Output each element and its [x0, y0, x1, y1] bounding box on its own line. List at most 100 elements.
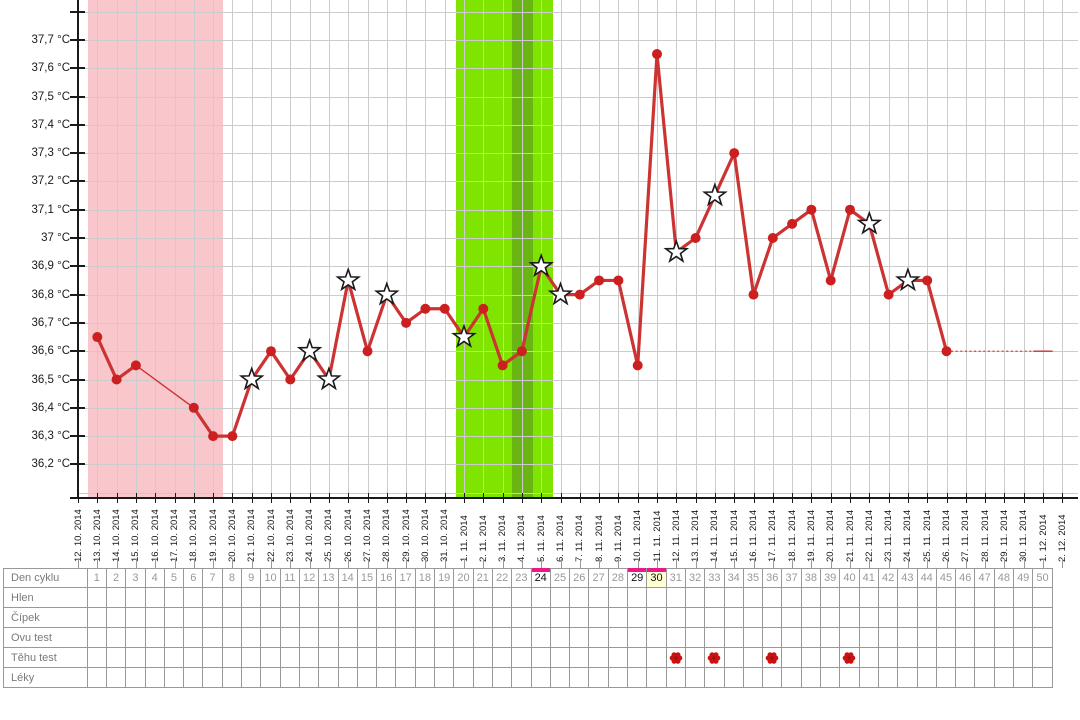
cycle-table-cell-r4-d38[interactable]	[801, 648, 822, 668]
cycle-table-cell-r0-d18[interactable]: 18	[415, 568, 436, 588]
cycle-table-cell-r5-d3[interactable]	[126, 668, 146, 688]
cycle-table-cell-r2-d24[interactable]	[531, 608, 551, 628]
cycle-table-cell-r5-d10[interactable]	[261, 668, 281, 688]
cycle-table-cell-r2-d36[interactable]	[763, 608, 783, 628]
cycle-table-cell-r1-d17[interactable]	[396, 588, 416, 608]
cycle-table-cell-r3-d17[interactable]	[396, 628, 416, 648]
star-marker-day-16[interactable]	[374, 281, 400, 306]
cycle-table-cell-r4-d35[interactable]	[743, 648, 764, 668]
cycle-table-cell-r4-d45[interactable]	[936, 648, 957, 668]
cycle-table-cell-r1-d13[interactable]	[319, 588, 339, 608]
cycle-table-cell-r0-d40[interactable]: 40	[840, 568, 860, 588]
cycle-table-cell-r4-d14[interactable]	[338, 648, 358, 668]
cycle-table-cell-r5-d35[interactable]	[743, 668, 764, 688]
cycle-table-cell-r5-d1[interactable]	[87, 668, 107, 688]
cycle-table-cell-r5-d18[interactable]	[415, 668, 436, 688]
cycle-table-cell-r4-d1[interactable]	[87, 648, 107, 668]
cycle-table-cell-r2-d46[interactable]	[956, 608, 976, 628]
cycle-table-cell-r0-d42[interactable]: 42	[878, 568, 899, 588]
cycle-table-cell-r2-d6[interactable]	[184, 608, 204, 628]
cycle-table-cell-r4-d36[interactable]	[763, 648, 783, 668]
temp-point-day-28[interactable]	[613, 275, 624, 286]
cycle-table-cell-r0-d50[interactable]: 50	[1033, 568, 1053, 588]
cycle-table-cell-r3-d37[interactable]	[782, 628, 802, 648]
cycle-table-cell-r4-d25[interactable]	[550, 648, 571, 668]
cycle-table-cell-r2-d15[interactable]	[357, 608, 378, 628]
cycle-table-cell-r2-d38[interactable]	[801, 608, 822, 628]
cycle-table-cell-r0-d8[interactable]: 8	[222, 568, 243, 588]
star-marker-day-33[interactable]	[702, 182, 728, 207]
temp-point-day-15[interactable]	[362, 346, 373, 357]
cycle-table-cell-r1-d18[interactable]	[415, 588, 436, 608]
cycle-table-cell-r2-d11[interactable]	[280, 608, 300, 628]
cycle-table-cell-r1-d40[interactable]	[840, 588, 860, 608]
cycle-table-cell-r3-d5[interactable]	[164, 628, 185, 648]
cycle-table-cell-r2-d40[interactable]	[840, 608, 860, 628]
cycle-table-cell-r0-d13[interactable]: 13	[319, 568, 339, 588]
cycle-table-cell-r4-d19[interactable]	[435, 648, 455, 668]
cycle-table-cell-r4-d24[interactable]	[531, 648, 551, 668]
cycle-table-cell-r2-d33[interactable]	[705, 608, 725, 628]
cycle-table-cell-r2-d44[interactable]	[917, 608, 937, 628]
cycle-table-cell-r0-d5[interactable]: 5	[164, 568, 185, 588]
cycle-table-cell-r5-d41[interactable]	[859, 668, 879, 688]
cycle-table-cell-r3-d1[interactable]	[87, 628, 107, 648]
temp-point-day-2[interactable]	[111, 374, 122, 385]
cycle-table-cell-r1-d50[interactable]	[1033, 588, 1053, 608]
temp-point-day-40[interactable]	[845, 204, 855, 215]
cycle-table-cell-r4-d12[interactable]	[299, 648, 320, 668]
star-marker-day-24[interactable]	[528, 252, 554, 278]
cycle-table-cell-r4-d49[interactable]	[1014, 648, 1034, 668]
cycle-table-cell-r2-d32[interactable]	[685, 608, 706, 628]
cycle-table-cell-r2-d35[interactable]	[743, 608, 764, 628]
cycle-table-cell-r1-d36[interactable]	[763, 588, 783, 608]
cycle-table-cell-r1-d32[interactable]	[685, 588, 706, 608]
cycle-table-cell-r5-d5[interactable]	[164, 668, 185, 688]
cycle-table-cell-r2-d47[interactable]	[975, 608, 995, 628]
cycle-table-cell-r4-d30[interactable]	[647, 648, 667, 668]
cycle-table-cell-r4-d22[interactable]	[492, 648, 513, 668]
cycle-table-cell-r1-d35[interactable]	[743, 588, 764, 608]
cycle-table-cell-r0-d33[interactable]: 33	[705, 568, 725, 588]
cycle-table-cell-r1-d7[interactable]	[203, 588, 223, 608]
cycle-table-cell-r0-d20[interactable]: 20	[454, 568, 474, 588]
star-marker-day-20[interactable]	[451, 323, 477, 348]
star-marker-day-43[interactable]	[895, 266, 921, 292]
cycle-table-cell-r0-d35[interactable]: 35	[743, 568, 764, 588]
cycle-table-cell-r4-d17[interactable]	[396, 648, 416, 668]
cycle-table-cell-r5-d26[interactable]	[570, 668, 590, 688]
cycle-table-cell-r0-d23[interactable]: 23	[512, 568, 532, 588]
temp-point-day-42[interactable]	[883, 289, 894, 300]
cycle-table-cell-r2-d45[interactable]	[936, 608, 957, 628]
cycle-table-cell-r4-d34[interactable]	[724, 648, 744, 668]
cycle-table-cell-r2-d7[interactable]	[203, 608, 223, 628]
temp-point-day-35[interactable]	[748, 289, 759, 300]
cycle-table-cell-r2-d37[interactable]	[782, 608, 802, 628]
cycle-table-cell-r4-d7[interactable]	[203, 648, 223, 668]
cycle-table-cell-r1-d41[interactable]	[859, 588, 879, 608]
cycle-table-cell-r4-d15[interactable]	[357, 648, 378, 668]
pregnancy-test-flower-icon[interactable]	[669, 651, 683, 665]
cycle-table-cell-r2-d49[interactable]	[1014, 608, 1034, 628]
cycle-table-cell-r5-d22[interactable]	[492, 668, 513, 688]
temp-point-day-10[interactable]	[266, 346, 276, 357]
cycle-table-cell-r2-d9[interactable]	[242, 608, 262, 628]
cycle-table-cell-r3-d20[interactable]	[454, 628, 474, 648]
temp-point-day-45[interactable]	[941, 346, 952, 357]
cycle-table-cell-r3-d41[interactable]	[859, 628, 879, 648]
cycle-table-cell-r4-d11[interactable]	[280, 648, 300, 668]
cycle-table-cell-r2-d39[interactable]	[821, 608, 841, 628]
temp-point-day-38[interactable]	[806, 204, 817, 215]
cycle-table-cell-r3-d12[interactable]	[299, 628, 320, 648]
cycle-table-cell-r5-d37[interactable]	[782, 668, 802, 688]
cycle-table-cell-r4-d2[interactable]	[106, 648, 127, 668]
cycle-table-cell-r5-d28[interactable]	[608, 668, 629, 688]
cycle-table-cell-r3-d6[interactable]	[184, 628, 204, 648]
cycle-table-cell-r4-d4[interactable]	[145, 648, 165, 668]
cycle-table-cell-r5-d47[interactable]	[975, 668, 995, 688]
cycle-table-cell-r5-d12[interactable]	[299, 668, 320, 688]
cycle-table-cell-r2-d43[interactable]	[898, 608, 918, 628]
cycle-table-cell-r3-d36[interactable]	[763, 628, 783, 648]
star-marker-day-12[interactable]	[296, 337, 323, 363]
cycle-table-cell-r0-d3[interactable]: 3	[126, 568, 146, 588]
